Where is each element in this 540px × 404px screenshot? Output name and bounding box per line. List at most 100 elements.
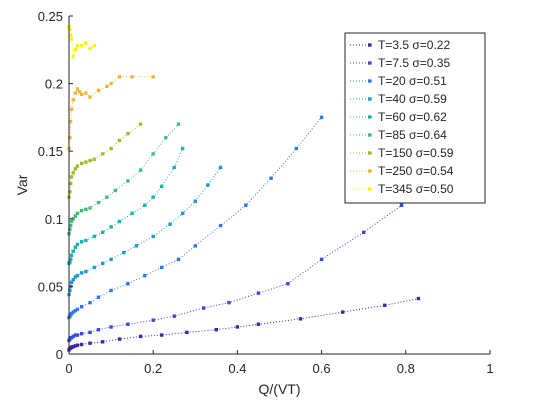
data-point [75, 211, 80, 216]
data-point [79, 44, 84, 48]
series-6 [67, 122, 143, 199]
data-point [73, 91, 78, 95]
data-point [159, 265, 164, 270]
data-point [69, 280, 74, 285]
legend-marker [368, 169, 372, 173]
data-point [79, 332, 84, 336]
data-point [117, 75, 122, 79]
data-point [73, 167, 78, 171]
data-point [172, 165, 176, 170]
data-point [88, 300, 92, 305]
data-point [143, 273, 147, 278]
data-point [71, 249, 75, 253]
data-point [416, 296, 421, 301]
series-line [68, 204, 402, 341]
data-point [96, 295, 101, 299]
data-point [79, 208, 84, 213]
data-point [77, 90, 82, 94]
data-point [69, 253, 74, 258]
series-4 [67, 146, 185, 266]
data-point [69, 37, 74, 41]
data-point [84, 207, 88, 212]
data-point [151, 234, 155, 239]
series-line [68, 117, 322, 318]
data-point [269, 176, 273, 180]
data-point [151, 152, 155, 156]
data-point [117, 138, 122, 143]
data-point [96, 200, 101, 205]
data-point [84, 41, 88, 45]
data-point [362, 230, 366, 235]
data-point [71, 171, 75, 175]
legend-item: T=20 σ=0.51 [350, 74, 447, 88]
data-point [68, 33, 73, 37]
data-point [151, 195, 155, 199]
legend-label: T=3.5 σ=0.22 [378, 38, 450, 52]
series-1 [67, 203, 404, 343]
data-point [340, 310, 345, 314]
series-8 [67, 25, 96, 59]
data-point [75, 242, 80, 247]
data-point [79, 161, 84, 166]
data-point [88, 95, 92, 99]
data-point [319, 115, 324, 120]
data-point [73, 333, 78, 337]
data-point [130, 75, 134, 79]
legend-marker [368, 187, 372, 191]
data-point [73, 309, 78, 313]
axes: 0 0.2 0.4 0.6 0.8 1 0 0.05 0.1 0.15 0.2 0.25 [38, 9, 494, 376]
data-point [71, 54, 75, 59]
data-point [130, 211, 134, 216]
data-point [71, 310, 75, 314]
data-point [244, 203, 248, 207]
data-point [92, 265, 96, 270]
data-point [84, 269, 88, 274]
data-point [92, 234, 96, 239]
x-tick-label: 0.6 [313, 361, 331, 376]
series-line [68, 148, 184, 264]
data-point [319, 257, 324, 262]
data-point [92, 157, 96, 162]
x-tick-label: 0.2 [144, 361, 162, 376]
plot-area [67, 25, 421, 352]
data-point [151, 75, 155, 79]
data-point [105, 84, 109, 89]
data-point [126, 179, 130, 183]
data-point [164, 135, 168, 140]
data-point [143, 203, 147, 207]
x-axis-label: Q/(VT) [259, 381, 301, 397]
data-point [105, 195, 109, 199]
data-point [75, 333, 80, 337]
data-point [88, 206, 92, 210]
y-tick-label: 0.05 [38, 279, 63, 294]
data-point [159, 184, 164, 189]
data-point [73, 245, 78, 249]
legend-item: T=345 σ=0.50 [350, 182, 454, 196]
data-point [75, 44, 80, 48]
series-0 [67, 296, 421, 352]
data-point [75, 307, 80, 312]
data-point [126, 281, 130, 286]
data-point [134, 244, 139, 248]
legend-item: T=85 σ=0.64 [350, 128, 447, 142]
data-point [73, 275, 78, 279]
data-point [100, 261, 105, 266]
data-point [294, 146, 299, 151]
data-point [71, 277, 75, 282]
data-point [75, 164, 80, 168]
data-point [68, 227, 72, 232]
data-point [399, 203, 404, 207]
data-point [84, 238, 88, 243]
data-point [68, 257, 73, 262]
legend-item: T=7.5 σ=0.35 [350, 56, 450, 70]
data-point [68, 288, 72, 293]
data-point [79, 240, 84, 244]
data-point [180, 211, 185, 216]
data-point [75, 273, 80, 278]
legend-label: T=7.5 σ=0.35 [378, 56, 450, 70]
data-point [71, 344, 75, 349]
legend-item: T=250 σ=0.54 [350, 164, 454, 178]
y-tick-label: 0.25 [38, 9, 63, 24]
data-point [68, 135, 72, 140]
legend-marker [368, 43, 372, 47]
